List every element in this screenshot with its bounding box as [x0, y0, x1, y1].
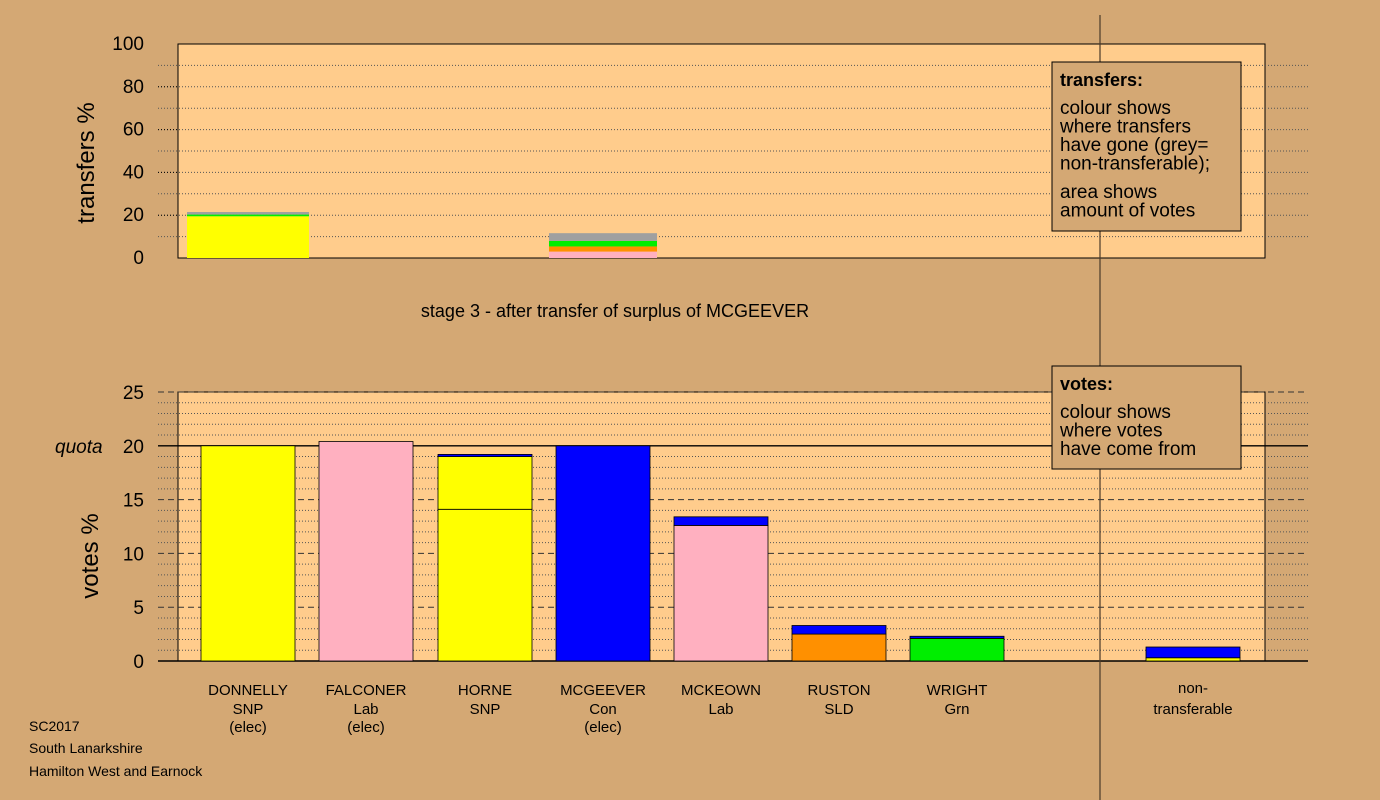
votes-legend-text: colour shows	[1060, 402, 1171, 423]
vote-segment-donnelly-snp	[200, 445, 296, 662]
transfers-legend-text: amount of votes	[1060, 201, 1195, 222]
candidate-party-label: Con	[589, 701, 617, 718]
vote-segment-wright-grn	[909, 638, 1005, 662]
footer-election: SC2017	[29, 718, 80, 734]
transfers-legend-text: area shows	[1060, 182, 1157, 203]
candidate-name-label: MCGEEVER	[560, 682, 646, 699]
footer-ward: Hamilton West and Earnock	[29, 763, 203, 779]
vote-segment-non-transferable-snp	[1145, 657, 1241, 662]
candidate-name-label: FALCONER	[326, 682, 407, 699]
transfers-legend-title: transfers:	[1060, 70, 1143, 90]
transfers-legend-box	[1051, 61, 1242, 232]
candidate-party-label: Lab	[353, 701, 378, 718]
non-transferable-label: non-	[1178, 680, 1208, 697]
votes-ytick-label: 0	[133, 652, 144, 673]
candidate-party-label: SNP	[233, 701, 264, 718]
footer-council: South Lanarkshire	[29, 740, 143, 756]
transfer-segment-donnelly-snp	[187, 216, 309, 258]
vote-segment-horne-snp	[437, 456, 533, 510]
votes-ytick-label: 20	[123, 437, 144, 458]
transfer-segment-mcgeever-non_transferable	[549, 233, 657, 241]
vote-segment-horne-con	[437, 454, 533, 457]
transfers-ytick-label: 0	[133, 248, 144, 269]
non-transferable-label: transferable	[1153, 701, 1232, 718]
transfer-segment-mcgeever-sld	[549, 246, 657, 252]
votes-ytick-label: 15	[123, 491, 144, 512]
transfer-segment-donnelly-grn	[187, 214, 309, 217]
vote-segment-ruston-con	[791, 625, 887, 635]
candidate-party-label: SNP	[470, 701, 501, 718]
transfers-ytick-label: 80	[123, 77, 144, 98]
vote-segment-horne-snp	[437, 508, 533, 662]
votes-legend-text: where votes	[1059, 421, 1162, 442]
candidate-party-label: Lab	[708, 701, 733, 718]
vote-segment-falconer-lab	[318, 441, 414, 662]
transfers-legend-text: where transfers	[1059, 117, 1191, 138]
votes-legend-text: have come from	[1060, 439, 1196, 460]
transfers-legend-text: have gone (grey=	[1060, 135, 1208, 156]
vote-segment-ruston-sld	[791, 633, 887, 662]
transfers-legend-text: non-transferable);	[1060, 154, 1210, 175]
votes-legend-title: votes:	[1060, 374, 1113, 394]
candidate-status-label: (elec)	[584, 719, 622, 736]
transfers-ytick-label: 40	[123, 162, 144, 183]
votes-legend-box	[1051, 365, 1242, 470]
candidate-status-label: (elec)	[229, 719, 267, 736]
candidate-party-label: Grn	[944, 701, 969, 718]
quota-label: quota	[55, 437, 103, 458]
vote-segment-mckeown-con	[673, 516, 769, 526]
votes-ytick-label: 5	[133, 598, 144, 619]
vote-segment-mcgeever-con	[555, 445, 651, 662]
transfer-segment-mcgeever-lab	[549, 251, 657, 258]
stage-caption: stage 3 - after transfer of surplus of M…	[421, 301, 809, 321]
candidate-name-label: HORNE	[458, 682, 512, 699]
transfers-ytick-label: 20	[123, 205, 144, 226]
vote-segment-wright-con	[909, 635, 1005, 639]
transfers-legend-text: colour shows	[1060, 98, 1171, 119]
transfer-segment-mcgeever-grn	[549, 240, 657, 247]
transfers-ytick-label: 60	[123, 120, 144, 141]
candidate-status-label: (elec)	[347, 719, 385, 736]
votes-ytick-label: 10	[123, 544, 144, 565]
candidate-name-label: DONNELLY	[208, 682, 288, 699]
transfers-axis-label: transfers %	[73, 102, 100, 223]
votes-axis-label: votes %	[77, 513, 104, 598]
transfers-ytick-label: 100	[112, 34, 144, 55]
vote-segment-mckeown-lab	[673, 525, 769, 662]
candidate-name-label: MCKEOWN	[681, 682, 761, 699]
vote-segment-non-transferable-con	[1145, 646, 1241, 659]
votes-ytick-label: 25	[123, 383, 144, 404]
candidate-name-label: RUSTON	[807, 682, 870, 699]
candidate-name-label: WRIGHT	[927, 682, 988, 699]
transfer-segment-donnelly-non_transferable	[187, 211, 309, 215]
candidate-party-label: SLD	[824, 701, 853, 718]
